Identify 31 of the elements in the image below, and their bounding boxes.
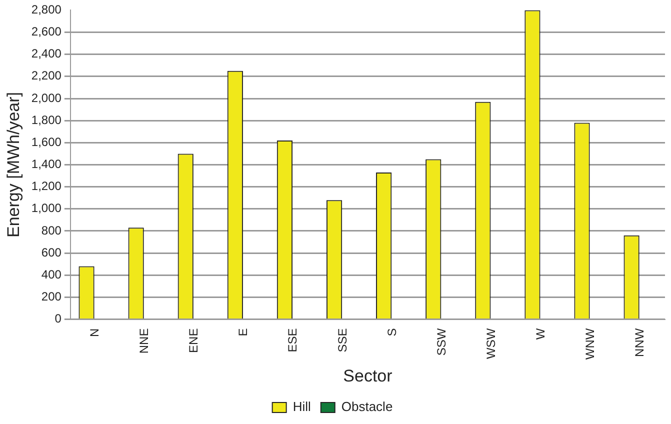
legend-label: Hill: [292, 399, 311, 414]
y-tick-label: 2,800: [31, 2, 62, 17]
x-axis-title: Sector: [343, 366, 393, 386]
x-tick-label: S: [384, 328, 399, 336]
y-tick-label: 0: [54, 312, 62, 326]
y-tick-label: 1,400: [31, 157, 62, 172]
legend-label: Obstacle: [341, 399, 393, 414]
y-tick-label: 400: [41, 267, 62, 282]
x-tick-label: SSE: [335, 328, 350, 352]
x-tick-label: SSW: [434, 328, 448, 356]
x-tick-label: WNW: [582, 328, 597, 360]
y-tick-label: 600: [41, 245, 62, 260]
y-tick-label: 2,400: [31, 46, 62, 61]
y-tick-label: 1,600: [31, 134, 62, 149]
y-tick-label: 2,000: [31, 90, 62, 105]
y-tick-label: 200: [41, 290, 62, 304]
x-tick-label: E: [236, 328, 250, 336]
y-tick-label: 1,000: [31, 201, 62, 216]
y-tick-label: 2,200: [31, 68, 62, 83]
x-tick-label: ESE: [286, 328, 300, 352]
x-tick-label: WSW: [484, 328, 498, 359]
y-tick-label: 800: [41, 223, 62, 238]
x-tick-label: NNE: [137, 328, 152, 354]
y-tick-label: 1,200: [31, 179, 62, 194]
y-tick-label: 1,800: [31, 112, 62, 127]
x-tick-label: W: [533, 328, 548, 340]
x-tick-label: N: [88, 328, 102, 337]
x-tick-label: ENE: [186, 328, 201, 353]
x-tick-label: NNW: [632, 328, 647, 357]
y-axis-title: Energy [MWh/year]: [4, 92, 23, 238]
y-tick-label: 2,600: [31, 24, 62, 39]
